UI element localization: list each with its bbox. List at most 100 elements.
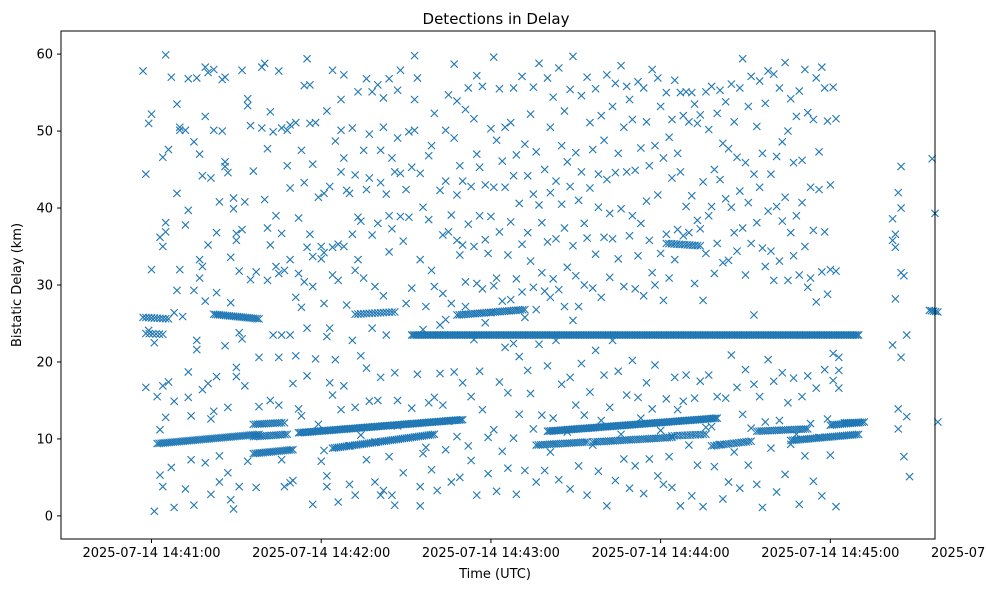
data-point — [172, 100, 181, 109]
data-point — [591, 346, 600, 355]
data-point — [854, 418, 863, 427]
data-point — [733, 247, 741, 256]
data-point — [325, 182, 334, 191]
data-point — [758, 149, 767, 158]
data-point — [339, 381, 348, 390]
data-point — [574, 196, 583, 205]
data-point — [257, 63, 266, 72]
data-point — [509, 83, 518, 92]
data-point — [370, 478, 379, 487]
data-point — [472, 491, 481, 500]
data-point — [455, 473, 464, 482]
data-point — [537, 268, 546, 277]
data-point — [243, 101, 252, 110]
data-point — [829, 83, 838, 92]
data-point — [158, 482, 167, 491]
data-point — [322, 107, 331, 116]
data-point — [823, 414, 832, 423]
data-point — [543, 361, 552, 370]
data-point — [888, 214, 897, 223]
data-point — [413, 73, 422, 82]
data-point — [557, 200, 566, 209]
data-point — [184, 367, 193, 376]
data-point — [540, 165, 549, 174]
data-point — [532, 147, 541, 156]
data-point — [899, 271, 908, 280]
data-point — [532, 305, 541, 314]
data-point — [812, 384, 821, 393]
data-point — [339, 242, 348, 251]
data-point — [198, 262, 207, 271]
data-point — [642, 117, 651, 126]
data-point — [611, 476, 620, 485]
data-point — [786, 228, 795, 237]
data-point — [419, 203, 428, 212]
data-point — [679, 231, 688, 240]
data-point — [337, 167, 346, 176]
data-point — [619, 282, 628, 291]
data-point — [656, 102, 665, 111]
data-point — [704, 371, 713, 380]
data-point — [164, 145, 173, 154]
data-point — [602, 175, 611, 184]
data-point — [778, 217, 787, 226]
data-point — [413, 370, 422, 379]
data-point — [783, 127, 792, 136]
data-point — [430, 393, 439, 402]
data-point — [433, 486, 442, 495]
data-point — [458, 240, 467, 249]
data-point — [362, 364, 371, 373]
data-point — [619, 454, 628, 463]
data-point — [277, 331, 286, 340]
data-point — [452, 97, 461, 106]
data-point — [580, 281, 589, 289]
data-point — [215, 197, 224, 206]
chart-title: Detections in Delay — [423, 10, 570, 28]
x-axis-label: Time (UTC) — [458, 567, 531, 582]
data-point — [696, 377, 705, 386]
data-point — [645, 161, 654, 170]
data-point — [436, 369, 445, 378]
data-point — [269, 331, 278, 340]
data-point — [232, 236, 241, 245]
data-point — [396, 66, 405, 75]
data-point — [786, 440, 795, 449]
data-point — [639, 489, 648, 498]
data-point — [600, 233, 609, 242]
data-point — [368, 324, 377, 333]
data-point — [484, 469, 493, 478]
data-point — [617, 61, 626, 70]
data-point — [492, 487, 501, 496]
data-point — [529, 424, 538, 433]
data-point — [744, 437, 753, 446]
data-point — [421, 302, 430, 311]
data-point — [591, 84, 600, 93]
data-point — [368, 230, 377, 239]
data-point — [704, 125, 713, 134]
data-point — [481, 180, 490, 189]
data-point — [402, 185, 411, 194]
data-point — [662, 394, 671, 403]
data-point — [348, 336, 357, 345]
data-point — [625, 484, 634, 493]
data-point — [495, 227, 504, 236]
data-point — [704, 211, 713, 220]
data-point — [574, 302, 583, 311]
data-point — [438, 401, 447, 410]
y-tick-label: 50 — [36, 125, 53, 140]
data-point — [800, 242, 809, 251]
data-point — [486, 124, 495, 133]
data-point — [803, 108, 812, 117]
data-point — [221, 73, 230, 82]
data-point — [399, 237, 408, 246]
data-point — [441, 445, 450, 454]
data-point — [481, 235, 490, 244]
y-tick-label: 60 — [36, 48, 53, 63]
y-tick-label: 20 — [36, 355, 53, 370]
data-point — [158, 381, 167, 390]
data-point — [891, 294, 900, 303]
data-point — [693, 216, 702, 225]
data-point — [798, 198, 807, 207]
data-point — [238, 334, 247, 343]
data-point — [730, 117, 739, 126]
